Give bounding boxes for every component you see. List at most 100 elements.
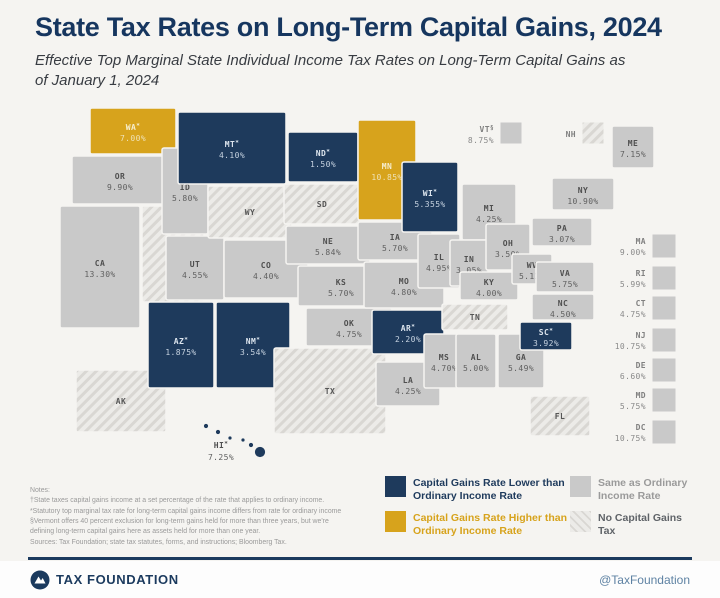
- svg-text:2.20%: 2.20%: [395, 335, 421, 344]
- svg-text:4.70%: 4.70%: [431, 364, 457, 373]
- svg-text:OH: OH: [503, 239, 513, 248]
- state-mt: MT*4.10%: [177, 111, 287, 185]
- brand-name: TAX FOUNDATION: [56, 572, 179, 587]
- svg-text:SC*: SC*: [539, 328, 553, 338]
- svg-text:NM*: NM*: [246, 337, 260, 347]
- svg-text:1.50%: 1.50%: [310, 160, 336, 169]
- svg-text:VT§: VT§: [480, 125, 494, 135]
- state-ct: CT 4.75%: [620, 295, 677, 321]
- state-al: AL 5.00%: [455, 333, 497, 389]
- legend-label-higher: Capital Gains Rate Higher than Ordinary …: [413, 512, 568, 537]
- state-sc: SC*3.92%: [519, 321, 573, 351]
- svg-text:AK: AK: [116, 397, 126, 406]
- state-wy: WY: [207, 185, 293, 239]
- svg-text:NY: NY: [578, 186, 588, 195]
- svg-text:NC: NC: [558, 299, 568, 308]
- svg-text:5.80%: 5.80%: [172, 194, 198, 203]
- svg-text:8.75%: 8.75%: [468, 136, 494, 145]
- state-nj: NJ 10.75%: [615, 327, 677, 353]
- svg-text:7.25%: 7.25%: [208, 453, 234, 462]
- legend-item-same: Same as Ordinary Income Rate: [570, 476, 700, 502]
- svg-text:AR*: AR*: [401, 324, 415, 334]
- svg-text:3.54%: 3.54%: [240, 348, 266, 357]
- svg-text:MO: MO: [399, 277, 409, 286]
- svg-text:3.05%: 3.05%: [456, 266, 482, 275]
- notes-heading: Notes:: [30, 487, 50, 494]
- state-sd: SD: [283, 183, 361, 225]
- legend-swatch-lower: [385, 476, 406, 497]
- brand: TAX FOUNDATION: [30, 570, 179, 590]
- state-nm: NM*3.54%: [215, 301, 291, 389]
- svg-text:TX: TX: [325, 387, 335, 396]
- svg-text:CA: CA: [95, 259, 105, 268]
- state-az: AZ*1.875%: [147, 301, 215, 389]
- svg-text:WA*: WA*: [126, 123, 140, 133]
- note-line: §Vermont offers 40 percent exclusion for…: [30, 518, 329, 526]
- state-fl: FL: [529, 395, 591, 437]
- svg-text:NJ: NJ: [636, 331, 646, 340]
- svg-text:4.25%: 4.25%: [476, 215, 502, 224]
- svg-text:9.90%: 9.90%: [107, 183, 133, 192]
- svg-text:NE: NE: [323, 237, 333, 246]
- svg-text:ME: ME: [628, 139, 638, 148]
- state-dc: DC 10.75%: [615, 419, 677, 445]
- svg-text:3.50%: 3.50%: [495, 250, 521, 259]
- svg-text:5.70%: 5.70%: [328, 289, 354, 298]
- svg-text:10.75%: 10.75%: [615, 342, 646, 351]
- note-line: *Statutory top marginal tax rate for lon…: [30, 507, 342, 515]
- state-nc: NC 4.50%: [531, 293, 595, 321]
- svg-text:13.30%: 13.30%: [84, 270, 115, 279]
- tax-foundation-logo-icon: [30, 570, 50, 589]
- notes-block: Notes: †State taxes capital gains income…: [30, 486, 382, 548]
- svg-text:RI: RI: [636, 269, 646, 278]
- page-subtitle: Effective Top Marginal State Individual …: [35, 52, 626, 89]
- svg-text:PA: PA: [557, 224, 567, 233]
- svg-text:5.99%: 5.99%: [620, 280, 646, 289]
- svg-text:HI*: HI*: [214, 441, 228, 451]
- state-va: VA 5.75%: [535, 261, 595, 293]
- svg-text:KY: KY: [484, 278, 494, 287]
- state-nh: NH: [566, 121, 605, 145]
- svg-text:4.80%: 4.80%: [391, 288, 417, 297]
- legend-item-none: No Capital Gains Tax: [570, 511, 700, 537]
- svg-text:FL: FL: [555, 412, 565, 421]
- svg-text:5.75%: 5.75%: [620, 402, 646, 411]
- svg-text:10.75%: 10.75%: [615, 434, 646, 443]
- legend-swatch-higher: [385, 511, 406, 532]
- state-me: ME 7.15%: [611, 125, 655, 169]
- footer-divider: [28, 557, 692, 560]
- svg-text:DC: DC: [636, 423, 646, 432]
- legend-swatch-none: [570, 511, 591, 532]
- svg-text:WI*: WI*: [423, 189, 437, 199]
- svg-text:5.49%: 5.49%: [508, 364, 534, 373]
- note-line: †State taxes capital gains income at a s…: [30, 497, 325, 505]
- svg-text:9.00%: 9.00%: [620, 248, 646, 257]
- state-md: MD 5.75%: [620, 387, 677, 413]
- svg-text:IL: IL: [434, 253, 444, 262]
- svg-text:4.50%: 4.50%: [550, 310, 576, 319]
- svg-text:IN: IN: [464, 255, 474, 264]
- state-ut: UT 4.55%: [165, 235, 225, 301]
- state-ma: MA 9.00%: [620, 233, 677, 259]
- svg-text:GA: GA: [516, 353, 526, 362]
- svg-text:MS: MS: [439, 353, 449, 362]
- state-ky: KY 4.00%: [459, 271, 519, 301]
- svg-text:AL: AL: [471, 353, 481, 362]
- state-tn: TN: [441, 303, 509, 331]
- svg-text:6.60%: 6.60%: [620, 372, 646, 381]
- state-de: DE 6.60%: [620, 357, 677, 383]
- svg-text:5.70%: 5.70%: [382, 244, 408, 253]
- svg-text:5.75%: 5.75%: [552, 280, 578, 289]
- header: State Tax Rates on Long-Term Capital Gai…: [35, 12, 695, 90]
- svg-text:MT*: MT*: [225, 140, 239, 150]
- svg-text:4.95%: 4.95%: [426, 264, 452, 273]
- state-wa: WA*7.00%: [89, 107, 177, 155]
- legend-label-same: Same as Ordinary Income Rate: [598, 477, 688, 502]
- svg-text:1.875%: 1.875%: [165, 348, 196, 357]
- state-vt: VT§8.75%: [468, 121, 523, 145]
- svg-text:5.355%: 5.355%: [414, 200, 445, 209]
- svg-text:3.07%: 3.07%: [549, 235, 575, 244]
- legend-item-higher: Capital Gains Rate Higher than Ordinary …: [385, 511, 575, 537]
- legend-item-lower: Capital Gains Rate Lower than Ordinary I…: [385, 476, 575, 502]
- svg-text:CT: CT: [636, 299, 646, 308]
